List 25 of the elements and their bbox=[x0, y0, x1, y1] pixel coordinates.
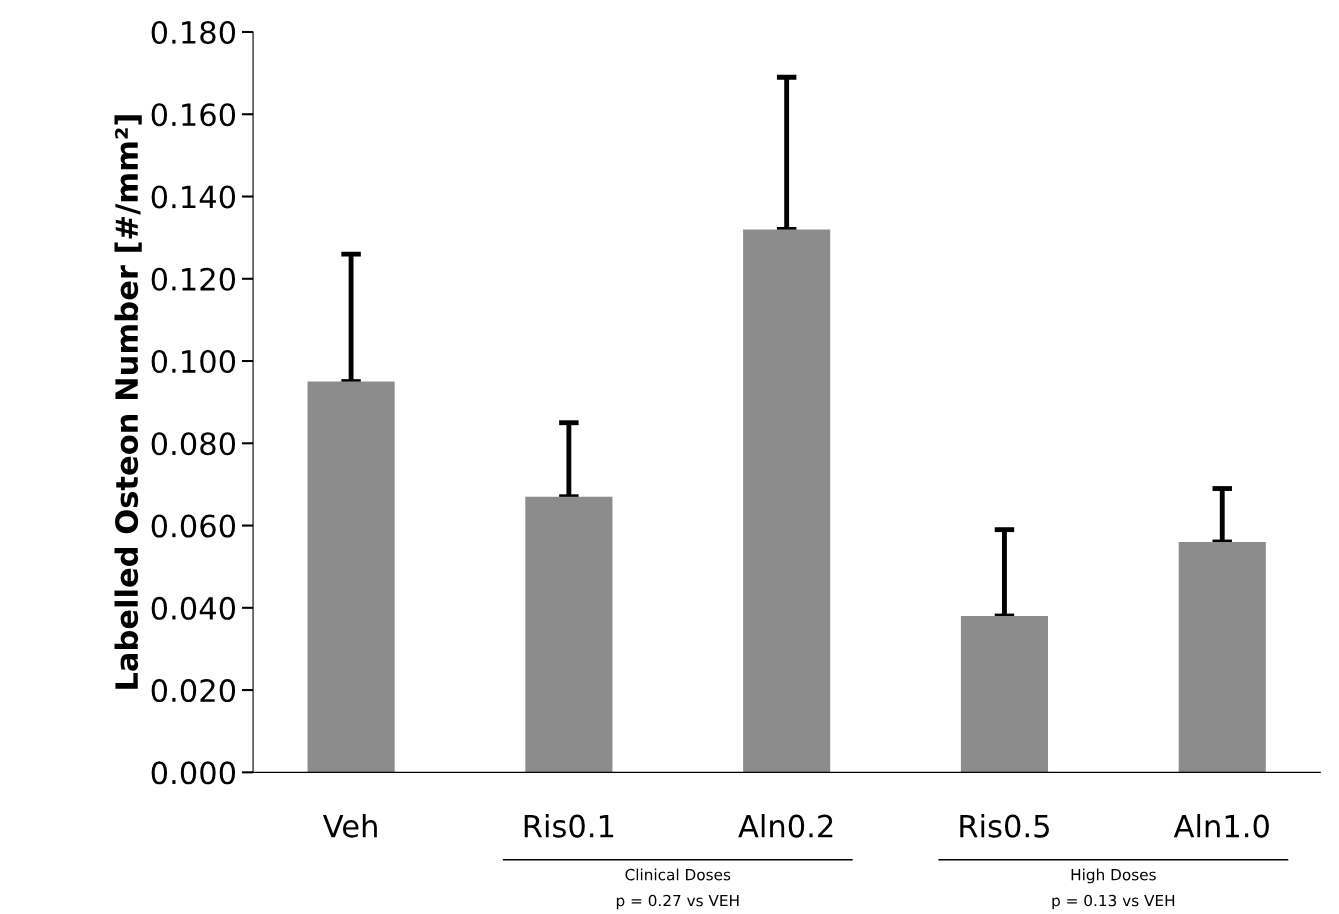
y-tick-label: 0.160 bbox=[151, 103, 236, 127]
text: Clinical Doses bbox=[625, 868, 731, 881]
bar bbox=[960, 616, 1049, 773]
bar bbox=[743, 229, 831, 773]
x-tick-label: Aln1.0 bbox=[1173, 814, 1269, 838]
y-tick-label: 0.180 bbox=[151, 20, 236, 45]
x-tick-label: Aln0.2 bbox=[738, 814, 833, 838]
y-tick-label: 0.000 bbox=[151, 761, 236, 785]
y-tick-label: 0.060 bbox=[151, 514, 236, 538]
x-tick-label: Ris0.5 bbox=[960, 814, 1049, 838]
text: High Doses bbox=[1071, 868, 1156, 884]
y-tick-label: 0.120 bbox=[151, 267, 236, 291]
y-tick-label: 0.140 bbox=[151, 185, 236, 209]
y-tick-label: 0.080 bbox=[151, 432, 236, 456]
y-tick-label: 0.020 bbox=[151, 679, 236, 703]
y-tick-label: 0.100 bbox=[151, 349, 236, 374]
x-tick-label: Ris0.1 bbox=[524, 814, 614, 838]
bar bbox=[307, 381, 395, 773]
text: p = 0.13 vs VEH bbox=[1052, 894, 1175, 910]
text: p = 0.27 vs VEH bbox=[616, 894, 739, 910]
y-tick-label: 0.040 bbox=[151, 596, 236, 620]
bar bbox=[525, 496, 613, 773]
bar bbox=[1178, 542, 1266, 773]
x-tick-label: Veh bbox=[322, 814, 377, 838]
y-axis-title: Labelled Osteon Number [#/mm²] bbox=[114, 115, 142, 689]
